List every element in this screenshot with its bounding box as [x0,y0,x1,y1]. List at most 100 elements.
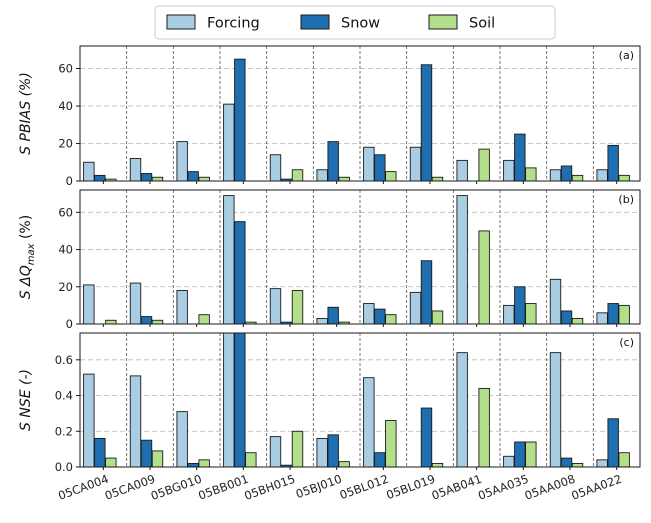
bar-snow-05bl019 [420,407,433,468]
y-tick-label: 60 [58,62,73,76]
legend-item-forcing: Forcing [166,14,260,32]
x-tick-label: 05BL012 [338,472,391,503]
legend-item-snow: Snow [300,14,380,32]
bar-soil-05bl012 [385,420,397,468]
bar-snow-05bj010 [327,306,339,325]
bar-forcing-05aa035 [503,455,515,468]
bar-forcing-05ab041 [456,159,468,182]
y-tick-label: 0 [66,174,73,188]
panel-label: (a) [619,49,634,62]
bar-soil-05ca004 [105,457,117,468]
bar-soil-05aa008 [571,462,584,468]
bar-snow-05aa022 [607,144,619,182]
bar-snow-05bj010 [327,434,339,468]
bar-snow-05bl019 [420,64,433,182]
panel-c: 0.00.20.40.6(c)S NSE (-)05CA00405CA00905… [18,332,641,503]
bar-soil-05ca009 [151,319,164,325]
bar-soil-05aa035 [525,441,537,468]
bar-forcing-05bg010 [176,141,188,182]
bar-soil-05aa022 [618,304,630,325]
plot-frame [79,45,641,182]
bar-forcing-05bl012 [363,303,375,325]
x-tick-label: 05BG010 [149,472,204,503]
bar-forcing-05bj010 [316,437,328,468]
bar-snow-05bl012 [374,154,386,182]
bar-snow-05ca009 [140,316,153,325]
x-tick-label: 05AA008 [523,472,577,503]
bar-snow-05aa035 [514,441,526,468]
bar-forcing-05bl012 [363,146,375,182]
bar-forcing-05ca009 [129,375,142,468]
x-tick-label: 05CA004 [56,472,110,503]
y-tick-label: 0 [66,317,73,331]
bar-snow-05bb001 [234,58,246,182]
bar-snow-05aa035 [514,133,526,182]
panel-label: (c) [619,336,634,349]
bar-soil-05ca004 [105,319,117,325]
bar-snow-05bl019 [420,260,433,325]
bar-snow-05aa008 [560,457,573,468]
bar-soil-05bh015 [291,290,304,325]
bar-soil-05ab041 [478,148,490,182]
legend-swatch [300,14,330,30]
x-tick-label: 05BJ010 [294,472,344,502]
bar-snow-05aa022 [607,418,619,468]
y-tick-label: 20 [58,280,73,294]
x-tick-label: 05AA035 [476,472,530,503]
bar-snow-05ca004 [94,174,106,182]
bar-soil-05bl019 [431,310,444,325]
bar-forcing-05bb001 [223,195,235,325]
bar-snow-05ca004 [94,437,106,468]
bar-forcing-05aa035 [503,159,515,182]
x-tick-label: 05BH015 [242,472,297,503]
bar-forcing-05bh015 [269,436,282,468]
bar-soil-05ca009 [151,176,164,182]
y-tick-label: 0.2 [55,424,73,438]
bar-soil-05aa008 [571,317,584,325]
bar-soil-05aa035 [525,303,537,325]
bar-soil-05bl012 [385,314,397,325]
legend: Forcing Snow Soil [154,5,556,40]
y-axis-label: S ΔQmax (%) [18,215,37,299]
y-tick-label: 20 [58,137,73,151]
x-tick-label: 05CA009 [103,472,157,503]
x-tick-label: 05BB001 [196,472,250,503]
bar-forcing-05aa022 [596,459,608,468]
x-tick-label: 05AB041 [430,472,484,503]
bar-soil-05bl019 [431,176,444,182]
bar-soil-05ab041 [478,230,490,325]
legend-frame [154,5,556,40]
y-tick-label: 60 [58,205,73,219]
x-tick-label: 05AA022 [569,472,623,503]
bar-soil-05aa008 [571,174,584,182]
panel-a: 0 20 40 60 (a) S PBIAS (%) [18,45,641,188]
bar-soil-05bg010 [198,459,210,468]
bar-forcing-05aa008 [549,352,562,468]
bar-forcing-05bj010 [316,317,328,325]
bar-forcing-05aa008 [549,278,562,325]
bar-snow-05aa035 [514,286,526,325]
bar-forcing-05ab041 [456,352,468,468]
bar-soil-05bg010 [198,314,210,325]
bar-forcing-05bh015 [269,288,282,325]
bar-forcing-05bg010 [176,411,188,468]
panel-label: (b) [618,193,634,206]
bar-forcing-05aa035 [503,304,515,325]
bar-soil-05bl019 [431,462,444,468]
bar-snow-05aa008 [560,310,573,325]
bar-snow-05bb001 [234,221,246,325]
legend-label: Forcing [207,16,260,32]
bar-soil-05bg010 [198,176,210,182]
bar-snow-05ca009 [140,173,153,182]
bar-snow-05bg010 [187,171,199,182]
plot-frame [79,332,641,468]
bar-snow-05bb001 [234,332,246,468]
x-tick-label: 05BL019 [384,472,437,503]
panel-b: 0 20 40 60 (b) S ΔQmax (%) [18,189,641,331]
bar-snow-05bl012 [374,452,386,468]
y-tick-label: 0.0 [55,460,73,474]
bar-forcing-05ca009 [129,158,142,182]
bar-forcing-05bj010 [316,169,328,182]
bar-forcing-05bb001 [223,103,235,182]
